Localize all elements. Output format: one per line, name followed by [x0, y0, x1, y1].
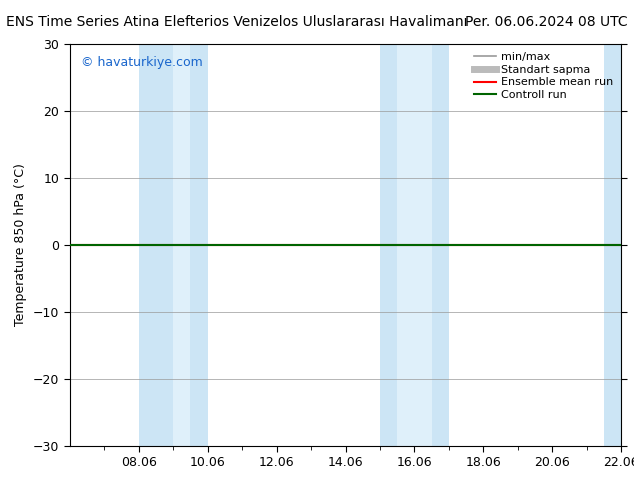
Legend: min/max, Standart sapma, Ensemble mean run, Controll run: min/max, Standart sapma, Ensemble mean r… — [469, 48, 618, 105]
Bar — [398, 44, 432, 446]
Bar — [139, 44, 207, 446]
Y-axis label: Temperature 850 hPa (°C): Temperature 850 hPa (°C) — [15, 164, 27, 326]
Bar — [173, 44, 190, 446]
Text: © havaturkiye.com: © havaturkiye.com — [81, 56, 202, 69]
Bar — [380, 44, 449, 446]
Bar — [604, 44, 621, 446]
Text: Per. 06.06.2024 08 UTC: Per. 06.06.2024 08 UTC — [465, 15, 628, 29]
Text: ENS Time Series Atina Elefterios Venizelos Uluslararası Havalimanı: ENS Time Series Atina Elefterios Venizel… — [6, 15, 468, 29]
